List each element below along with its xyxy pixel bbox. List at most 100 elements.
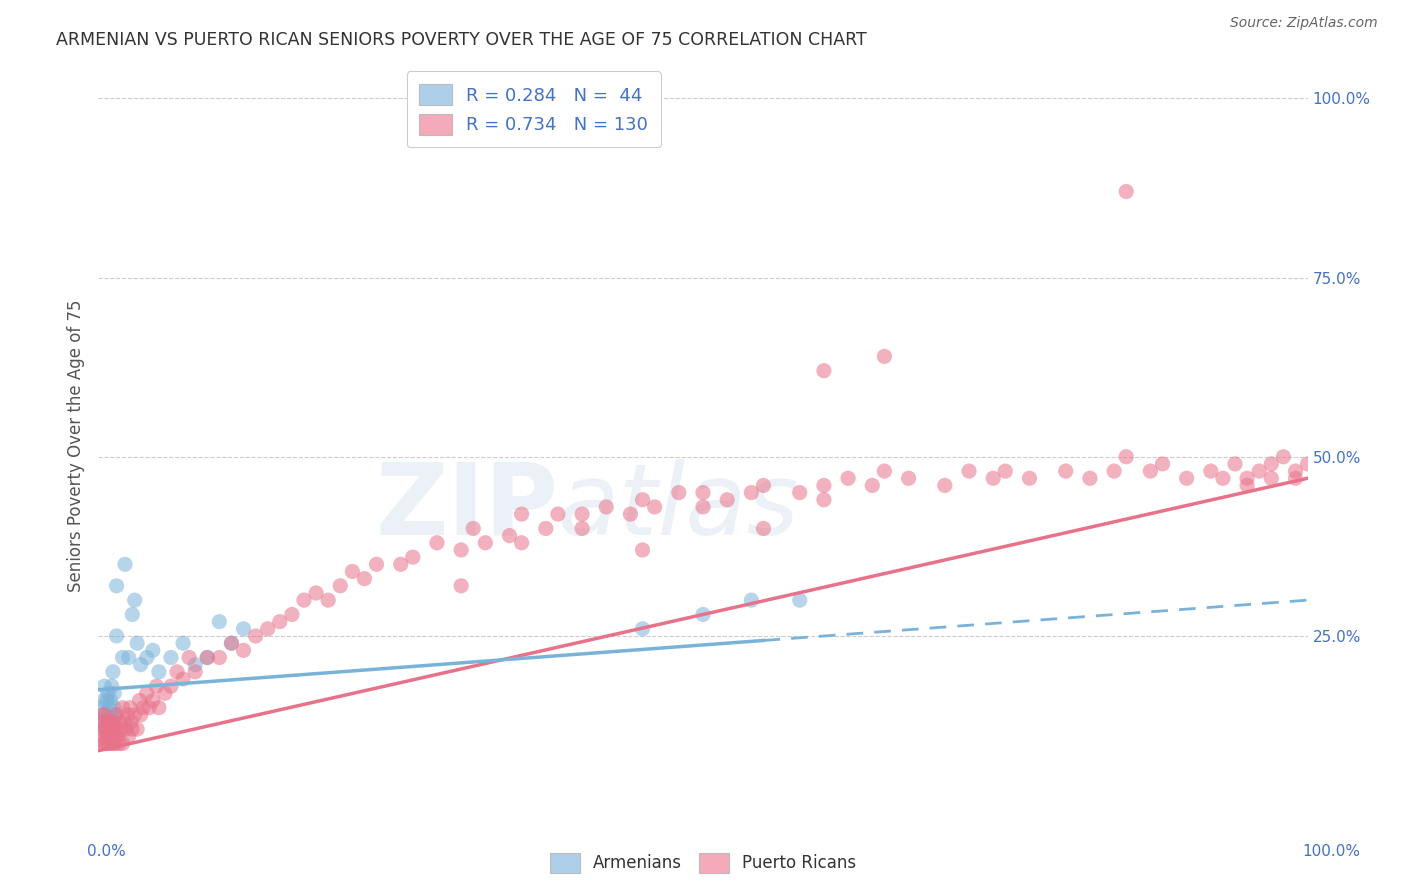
Point — [114, 714, 136, 729]
Point — [132, 700, 155, 714]
Point — [103, 700, 125, 714]
Point — [813, 478, 835, 492]
Point — [534, 521, 557, 535]
Point — [1175, 471, 1198, 485]
Point — [232, 622, 254, 636]
Point — [105, 629, 128, 643]
Point — [510, 507, 533, 521]
Point — [740, 593, 762, 607]
Point — [195, 650, 218, 665]
Point — [148, 665, 170, 679]
Point — [93, 707, 115, 722]
Point — [121, 722, 143, 736]
Point — [100, 737, 122, 751]
Point — [342, 565, 364, 579]
Point — [111, 700, 134, 714]
Point — [118, 730, 141, 744]
Point — [172, 672, 194, 686]
Point — [91, 693, 114, 707]
Y-axis label: Seniors Poverty Over the Age of 75: Seniors Poverty Over the Age of 75 — [66, 300, 84, 592]
Point — [118, 650, 141, 665]
Point — [1054, 464, 1077, 478]
Point — [619, 507, 641, 521]
Point — [93, 722, 115, 736]
Point — [93, 679, 115, 693]
Point — [135, 686, 157, 700]
Point — [450, 543, 472, 558]
Point — [91, 714, 114, 729]
Point — [221, 636, 243, 650]
Text: Source: ZipAtlas.com: Source: ZipAtlas.com — [1230, 16, 1378, 29]
Point — [1212, 471, 1234, 485]
Point — [1115, 185, 1137, 199]
Point — [256, 622, 278, 636]
Point — [1260, 457, 1282, 471]
Point — [108, 714, 131, 729]
Point — [353, 572, 375, 586]
Point — [120, 714, 142, 729]
Point — [105, 707, 128, 722]
Point — [104, 737, 127, 751]
Point — [94, 722, 117, 736]
Text: ZIP: ZIP — [375, 458, 558, 556]
Point — [138, 700, 160, 714]
Point — [121, 607, 143, 622]
Point — [103, 730, 125, 744]
Point — [100, 722, 122, 736]
Point — [292, 593, 315, 607]
Point — [1199, 464, 1222, 478]
Point — [316, 593, 339, 607]
Point — [94, 707, 117, 722]
Point — [118, 700, 141, 714]
Point — [1296, 457, 1319, 471]
Point — [752, 478, 775, 492]
Point — [692, 500, 714, 514]
Point — [108, 737, 131, 751]
Point — [90, 700, 112, 714]
Point — [1078, 471, 1101, 485]
Point — [129, 707, 152, 722]
Point — [873, 464, 896, 478]
Point — [1152, 457, 1174, 471]
Text: 100.0%: 100.0% — [1302, 845, 1361, 859]
Point — [232, 643, 254, 657]
Point — [91, 714, 114, 729]
Point — [129, 657, 152, 672]
Point — [166, 665, 188, 679]
Point — [97, 737, 120, 751]
Point — [195, 650, 218, 665]
Point — [740, 485, 762, 500]
Point — [789, 593, 811, 607]
Point — [934, 478, 956, 492]
Point — [142, 643, 165, 657]
Point — [101, 665, 124, 679]
Point — [631, 492, 654, 507]
Point — [153, 686, 176, 700]
Point — [510, 536, 533, 550]
Point — [184, 657, 207, 672]
Point — [571, 507, 593, 521]
Point — [644, 500, 666, 514]
Point — [103, 686, 125, 700]
Point — [98, 730, 121, 744]
Point — [148, 700, 170, 714]
Point — [837, 471, 859, 485]
Point — [124, 593, 146, 607]
Point — [1018, 471, 1040, 485]
Point — [1139, 464, 1161, 478]
Point — [208, 650, 231, 665]
Point — [1249, 464, 1271, 478]
Point — [124, 707, 146, 722]
Point — [1236, 478, 1258, 492]
Point — [957, 464, 980, 478]
Point — [668, 485, 690, 500]
Point — [100, 722, 122, 736]
Point — [114, 558, 136, 572]
Point — [366, 558, 388, 572]
Point — [101, 737, 124, 751]
Point — [97, 714, 120, 729]
Point — [98, 700, 121, 714]
Point — [91, 707, 114, 722]
Point — [100, 679, 122, 693]
Point — [103, 714, 125, 729]
